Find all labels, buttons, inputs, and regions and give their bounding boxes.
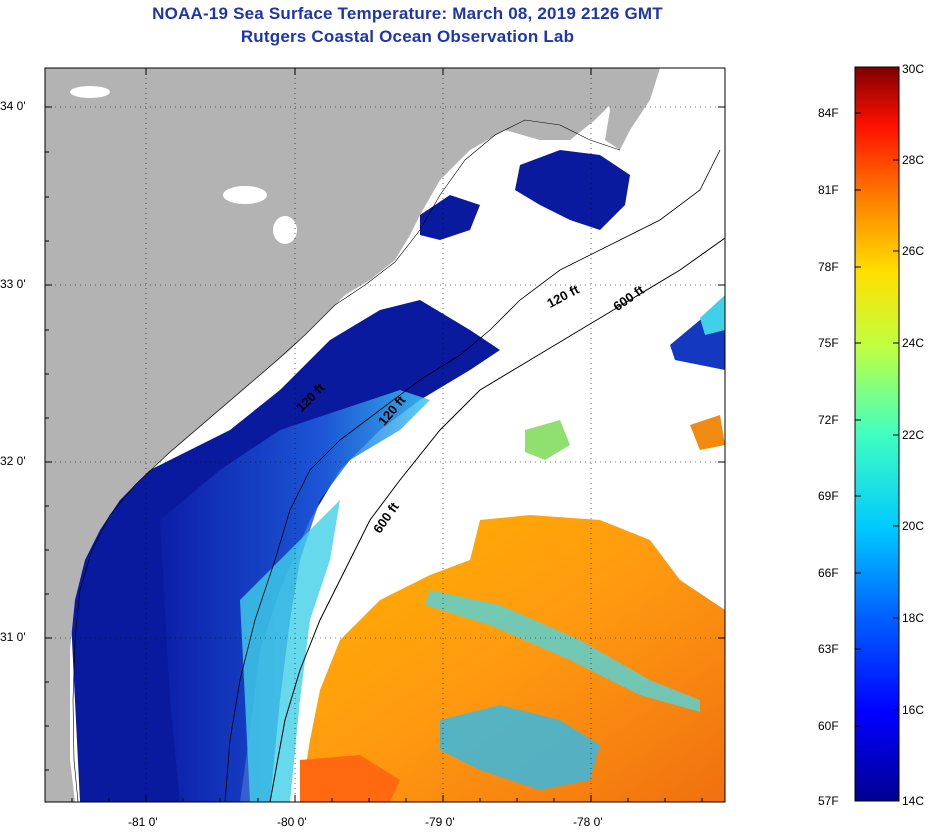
north-cold-water-2 (420, 195, 480, 240)
north-cold-water (515, 150, 630, 230)
cb-c-20: 20C (902, 519, 925, 533)
grid (45, 68, 725, 802)
cb-c-14: 14C (902, 794, 925, 808)
cape-land (600, 68, 660, 150)
hot-south-patch (300, 755, 400, 802)
lat-label-33: 33 0' (0, 277, 26, 291)
colorbar-ticks (855, 112, 899, 727)
isobath-120ft (224, 149, 721, 802)
cb-f-81: 81F (818, 183, 839, 197)
gulf-stream-filament (425, 590, 700, 712)
green-patch (525, 420, 570, 460)
colorbar (854, 66, 900, 802)
cb-c-18: 18C (902, 611, 925, 625)
coastline (72, 119, 621, 802)
isobath-600ft (269, 237, 725, 802)
inland-cloud-2 (223, 186, 267, 204)
cb-c-26: 26C (902, 244, 925, 258)
lat-label-31: 31 0' (0, 630, 26, 644)
gulf-stream-warm (300, 515, 725, 802)
axis-ticks (45, 68, 725, 802)
cb-f-69: 69F (818, 489, 839, 503)
cb-f-63: 63F (818, 642, 839, 656)
inland-cloud (273, 216, 297, 244)
lat-label-34: 34 0' (0, 99, 26, 113)
cb-c-30: 30C (902, 62, 925, 76)
cb-f-78: 78F (818, 260, 839, 274)
inland-cloud-3 (70, 86, 110, 98)
lon-label-79: -79 0' (425, 815, 455, 829)
orange-east-patch (690, 415, 725, 450)
cb-f-75: 75F (818, 336, 839, 350)
cb-f-60: 60F (818, 719, 839, 733)
map-title: NOAA-19 Sea Surface Temperature: March 0… (152, 4, 663, 23)
gulf-stream-cyan-patch (440, 705, 600, 790)
cb-f-72: 72F (818, 413, 839, 427)
cyan-water (240, 500, 340, 802)
mid-shelf-water (160, 390, 430, 802)
cb-c-22: 22C (902, 428, 925, 442)
lon-label-80: -80 0' (277, 815, 307, 829)
cb-f-66: 66F (818, 566, 839, 580)
cb-f-57: 57F (818, 794, 839, 808)
lon-label-81: -81 0' (128, 815, 158, 829)
land-mass (45, 68, 640, 802)
lat-label-32: 32 0' (0, 454, 26, 468)
lon-label-78: -78 0' (573, 815, 603, 829)
cb-f-84: 84F (818, 106, 839, 120)
cb-c-24: 24C (902, 336, 925, 350)
cb-c-28: 28C (902, 153, 925, 167)
east-cyan-water (700, 295, 725, 335)
map-subtitle: Rutgers Coastal Ocean Observation Lab (240, 27, 575, 46)
cb-c-16: 16C (902, 703, 925, 717)
map-frame (44, 67, 726, 803)
